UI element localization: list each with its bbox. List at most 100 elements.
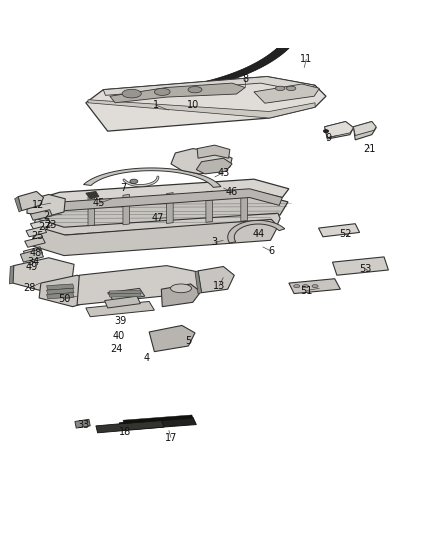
Text: 24: 24 [110,344,123,354]
Polygon shape [35,193,288,229]
Polygon shape [46,284,74,290]
Polygon shape [26,227,46,237]
Polygon shape [10,265,14,284]
Polygon shape [123,195,130,225]
Text: 45: 45 [93,198,105,208]
Polygon shape [39,275,97,306]
Text: 17: 17 [165,433,177,442]
Polygon shape [110,83,245,103]
Text: 9: 9 [325,133,331,143]
Text: 40: 40 [113,332,125,341]
Text: 6: 6 [268,246,275,256]
Polygon shape [84,168,221,187]
Polygon shape [168,46,289,93]
Polygon shape [23,247,42,258]
Text: 21: 21 [364,143,376,154]
Polygon shape [120,417,196,430]
Polygon shape [108,288,145,301]
Polygon shape [25,237,45,247]
Polygon shape [14,197,21,212]
Text: 25: 25 [32,231,44,241]
Text: 49: 49 [25,262,37,271]
Polygon shape [105,296,141,308]
Polygon shape [30,220,52,230]
Polygon shape [325,122,353,139]
Text: 39: 39 [115,316,127,326]
Text: 50: 50 [58,294,70,304]
Ellipse shape [312,285,318,288]
Text: 8: 8 [242,74,248,84]
Text: 34: 34 [27,257,39,267]
Polygon shape [13,258,74,292]
Text: 7: 7 [120,183,126,193]
Polygon shape [325,122,353,138]
Text: 28: 28 [23,284,35,293]
Text: 4: 4 [144,353,150,363]
Ellipse shape [323,130,328,133]
Polygon shape [166,192,173,223]
Polygon shape [196,158,232,174]
Ellipse shape [293,285,300,288]
Polygon shape [197,145,230,158]
Text: 5: 5 [185,336,191,346]
Text: 46: 46 [226,187,238,197]
Polygon shape [77,265,201,305]
Text: 33: 33 [78,419,90,430]
Polygon shape [75,419,90,428]
Polygon shape [123,415,193,424]
Polygon shape [44,189,283,212]
Polygon shape [88,100,315,118]
Polygon shape [96,420,164,433]
Polygon shape [241,190,247,221]
Polygon shape [149,326,195,352]
Text: 12: 12 [32,200,44,211]
Text: 18: 18 [119,427,131,438]
Ellipse shape [188,86,202,93]
Polygon shape [353,122,376,140]
Polygon shape [88,196,95,226]
Polygon shape [46,288,74,294]
Text: 47: 47 [152,214,164,223]
Polygon shape [198,266,234,293]
Text: 53: 53 [359,264,371,273]
Polygon shape [254,84,319,103]
Text: 11: 11 [300,54,312,64]
Polygon shape [31,220,278,256]
Text: 51: 51 [300,286,312,295]
Ellipse shape [130,179,138,183]
Text: 44: 44 [252,229,265,239]
Ellipse shape [286,86,296,91]
Text: 23: 23 [45,220,57,230]
Ellipse shape [122,90,141,98]
Polygon shape [46,293,74,299]
Polygon shape [206,191,212,222]
Polygon shape [27,195,65,216]
Polygon shape [195,271,201,294]
Polygon shape [318,224,360,237]
Polygon shape [353,122,376,135]
Polygon shape [30,210,52,220]
Polygon shape [289,279,340,294]
Ellipse shape [154,88,170,95]
Polygon shape [228,221,285,243]
Ellipse shape [302,285,308,288]
Polygon shape [42,179,289,207]
Polygon shape [33,213,280,235]
Text: 2: 2 [43,211,49,221]
Text: 43: 43 [217,168,230,177]
Polygon shape [86,302,154,317]
Ellipse shape [276,86,285,91]
Polygon shape [86,191,99,199]
Polygon shape [109,290,141,294]
Text: 10: 10 [187,100,199,110]
Ellipse shape [170,284,191,293]
Polygon shape [109,293,141,297]
Text: 27: 27 [38,222,51,232]
Text: 1: 1 [152,100,159,110]
Polygon shape [103,77,315,95]
Polygon shape [86,77,326,131]
Polygon shape [332,257,389,275]
Text: 3: 3 [212,238,218,247]
Polygon shape [171,149,232,174]
Polygon shape [161,284,201,306]
